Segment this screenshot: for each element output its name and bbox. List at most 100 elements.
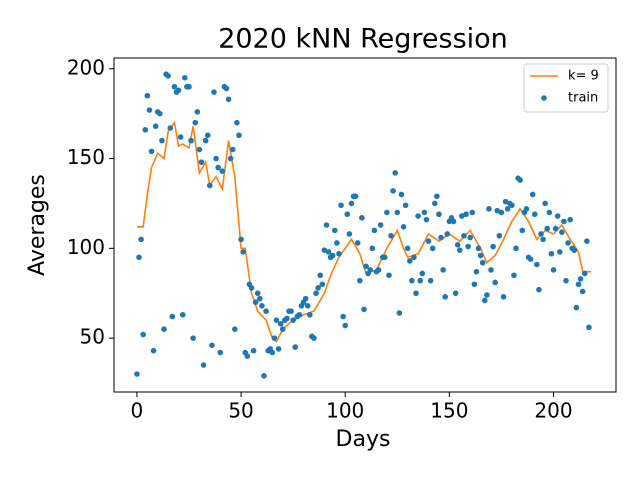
- y-axis-label: Averages: [25, 174, 50, 276]
- scatter-point: [523, 206, 530, 212]
- scatter-point: [148, 148, 155, 155]
- scatter-point: [188, 137, 194, 144]
- scatter-point: [559, 229, 565, 235]
- scatter-point: [313, 290, 319, 297]
- scatter-point: [290, 317, 296, 323]
- scatter-point: [165, 73, 171, 79]
- scatter-point: [311, 335, 317, 341]
- scatter-point: [425, 238, 432, 244]
- scatter-point: [363, 263, 369, 270]
- y-tick-label: 200: [67, 55, 105, 79]
- scatter-point: [196, 146, 203, 153]
- scatter-point: [490, 243, 496, 250]
- scatter-point: [417, 277, 423, 284]
- scatter-point: [388, 232, 394, 239]
- scatter-point: [411, 254, 417, 261]
- scatter-point: [550, 267, 557, 273]
- scatter-point: [421, 209, 428, 216]
- scatter-point: [561, 218, 567, 225]
- x-tick-label: 150: [430, 399, 468, 423]
- scatter-point: [394, 209, 401, 216]
- scatter-point: [402, 202, 409, 209]
- y-tick-label: 100: [67, 235, 105, 259]
- scatter-point: [263, 308, 269, 314]
- scatter-point: [354, 240, 361, 246]
- scatter-point: [381, 254, 388, 261]
- scatter-point: [519, 227, 526, 234]
- scatter-point: [481, 297, 488, 304]
- scatter-point: [161, 326, 167, 332]
- scatter-point: [517, 177, 523, 183]
- scatter-point: [177, 134, 184, 140]
- scatter-point: [336, 250, 342, 257]
- scatter-point: [284, 315, 290, 322]
- scatter-point: [444, 231, 451, 237]
- scatter-point: [450, 218, 457, 225]
- scatter-point: [406, 258, 413, 264]
- scatter-point: [346, 231, 353, 237]
- scatter-point: [479, 259, 486, 266]
- scatter-point: [319, 281, 326, 288]
- scatter-point: [340, 313, 346, 320]
- scatter-point: [534, 261, 540, 268]
- scatter-point: [504, 206, 511, 212]
- plot-frame: [113, 57, 617, 393]
- scatter-point: [150, 347, 157, 354]
- scatter-point: [329, 252, 336, 259]
- scatter-point: [471, 281, 478, 288]
- scatter-point: [213, 155, 219, 162]
- scatter-point: [473, 268, 480, 275]
- scatter-point: [331, 227, 338, 234]
- scatter-point: [409, 277, 415, 284]
- scatter-point: [498, 209, 505, 216]
- scatter-point: [273, 317, 280, 323]
- scatter-point: [171, 83, 178, 90]
- scatter-point: [288, 308, 294, 314]
- scatter-point: [325, 249, 332, 255]
- scatter-point: [204, 132, 211, 139]
- chart-title: 2020 kNN Regression: [218, 24, 508, 55]
- x-tick-label: 0: [131, 399, 144, 423]
- scatter-point: [342, 322, 349, 329]
- scatter-point: [475, 245, 482, 252]
- scatter-point: [398, 191, 405, 198]
- scatter-point: [211, 89, 217, 95]
- scatter-point: [225, 96, 232, 103]
- scatter-point: [540, 236, 546, 243]
- scatter-point: [548, 250, 555, 257]
- scatter-point: [234, 119, 240, 126]
- scatter-point: [217, 349, 224, 356]
- legend-label: k= 9: [568, 69, 599, 84]
- scatter-point: [279, 326, 286, 332]
- scatter-point: [352, 193, 359, 200]
- scatter-point: [423, 216, 430, 223]
- scatter-point: [509, 202, 515, 209]
- scatter-point: [252, 299, 259, 306]
- scatter-point: [571, 247, 578, 253]
- scatter-point: [250, 347, 257, 354]
- scatter-point: [375, 267, 382, 273]
- legend-swatch: [541, 95, 547, 101]
- scatter-point: [390, 188, 396, 194]
- scatter-point: [277, 320, 284, 327]
- scatter-point: [194, 109, 201, 115]
- scatter-point: [442, 294, 448, 300]
- scatter-point: [396, 310, 403, 316]
- scatter-point: [419, 270, 426, 277]
- scatter-point: [146, 107, 153, 113]
- scatter-point: [317, 272, 324, 279]
- scatter-point: [186, 83, 192, 90]
- scatter-point: [511, 272, 517, 279]
- legend-label: train: [568, 91, 598, 106]
- scatter-point: [348, 200, 355, 207]
- scatter-point: [232, 326, 238, 332]
- scatter-point: [536, 286, 542, 293]
- x-tick-label: 100: [326, 399, 364, 423]
- scatter-point: [236, 132, 242, 139]
- scatter-point: [190, 335, 196, 341]
- scatter-point: [415, 213, 421, 219]
- scatter-point: [144, 92, 151, 99]
- scatter-point: [386, 272, 392, 279]
- scatter-point: [367, 267, 374, 273]
- scatter-point: [465, 243, 471, 250]
